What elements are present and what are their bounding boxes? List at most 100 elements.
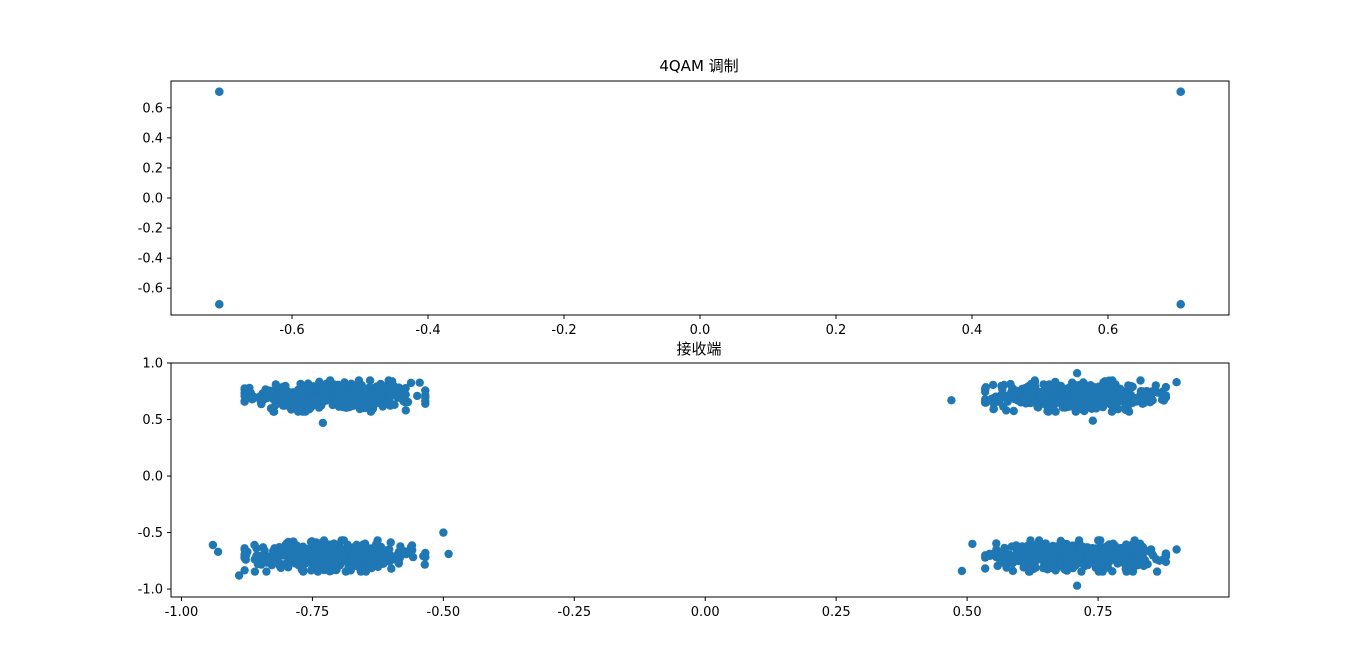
data-point [1158,393,1167,402]
data-point [243,547,252,556]
data-point [1176,300,1185,309]
data-point [419,551,428,561]
y-tick-label: -0.4 [138,252,163,267]
data-point [999,402,1008,411]
data-point [995,393,1004,402]
data-point [1024,567,1034,576]
data-point [1039,563,1048,573]
data-point [385,545,394,554]
data-point [317,539,326,548]
data-point [1088,416,1098,425]
data-point [413,391,422,401]
data-point [289,537,298,546]
data-point [1141,546,1150,555]
data-point [331,389,341,399]
x-tick-label: 0.2 [826,323,847,338]
data-point [1033,540,1043,549]
data-point [406,378,416,388]
data-point [325,554,334,563]
data-point [1061,400,1071,409]
data-point [266,404,276,413]
x-tick-label: 0.0 [690,323,711,338]
data-point [281,541,290,550]
data-point [981,383,990,392]
data-point [1030,384,1040,393]
data-point [240,396,249,406]
data-point [1152,567,1162,576]
data-point [1019,395,1028,404]
data-point [992,539,1001,548]
data-points [215,87,1185,309]
data-point [258,543,268,552]
x-tick-label: -0.6 [279,323,304,338]
data-point [1050,387,1059,396]
data-point [1172,378,1181,387]
data-point [1096,536,1105,545]
data-point [360,384,369,393]
data-point [310,542,319,551]
data-point [270,557,279,567]
data-point [1060,565,1070,574]
data-point [316,549,325,558]
data-point [318,418,328,428]
data-point [947,396,956,405]
chart-title: 4QAM 调制 [659,57,738,75]
data-point [444,549,453,559]
data-point [1176,87,1185,96]
data-point [1094,560,1103,569]
data-point [406,542,416,551]
data-point [398,385,408,394]
data-point [313,567,323,576]
data-point [339,390,349,400]
data-point [1122,567,1131,576]
data-point [1077,567,1086,576]
data-point [1077,544,1087,553]
data-point [1135,539,1145,548]
plot-frame [170,362,1230,598]
data-point [1039,380,1048,389]
data-point [1113,396,1122,405]
data-point [234,571,244,580]
data-point [280,401,289,410]
y-tick-label: 0.2 [142,161,163,176]
data-point [378,402,387,411]
y-tick-label: -0.5 [138,526,163,541]
data-point [420,560,429,569]
x-tick-label: -1.00 [165,605,199,620]
data-point [981,564,990,573]
data-point [338,536,347,545]
data-point [1100,547,1109,556]
data-point [1049,550,1058,559]
data-point [1027,392,1037,402]
data-point [1151,381,1161,390]
data-point [1002,391,1011,400]
data-point [1072,369,1082,378]
data-point [421,386,430,395]
data-point [1009,406,1018,416]
data-point [387,564,396,573]
data-point [1041,400,1050,409]
plot-frame [170,80,1230,316]
data-point [1122,554,1131,563]
data-point [294,549,303,559]
data-point [298,564,307,573]
data-point [388,552,398,562]
data-point [281,381,290,391]
data-point [364,399,374,408]
data-point [1107,542,1117,552]
x-tick-label: -0.75 [296,605,330,620]
x-tick-label: 0.50 [953,605,982,620]
x-axis: -1.00 -0.75 -0.50 -0.25 0.00 0.25 0.50 0.75 [165,597,1113,620]
data-point [274,551,283,560]
data-point [350,397,359,407]
data-point [1012,541,1021,550]
data-point [256,397,265,406]
data-point [1089,545,1098,554]
x-tick-label: 0.6 [1098,323,1119,338]
data-point [1107,407,1117,416]
data-point [1072,581,1082,590]
data-point [376,555,385,564]
data-point [1096,395,1106,404]
data-point [360,539,370,548]
